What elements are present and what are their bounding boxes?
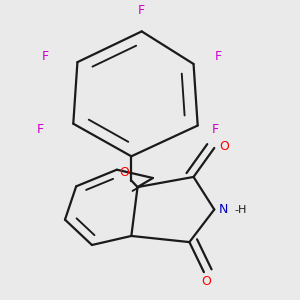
Text: O: O <box>219 140 229 153</box>
Text: O: O <box>119 166 129 179</box>
Text: F: F <box>41 50 48 62</box>
Text: -H: -H <box>234 205 247 214</box>
Text: F: F <box>37 123 44 136</box>
Text: N: N <box>218 203 228 216</box>
Text: F: F <box>212 123 218 136</box>
Text: F: F <box>138 4 145 17</box>
Text: F: F <box>214 50 221 62</box>
Text: O: O <box>201 275 211 288</box>
